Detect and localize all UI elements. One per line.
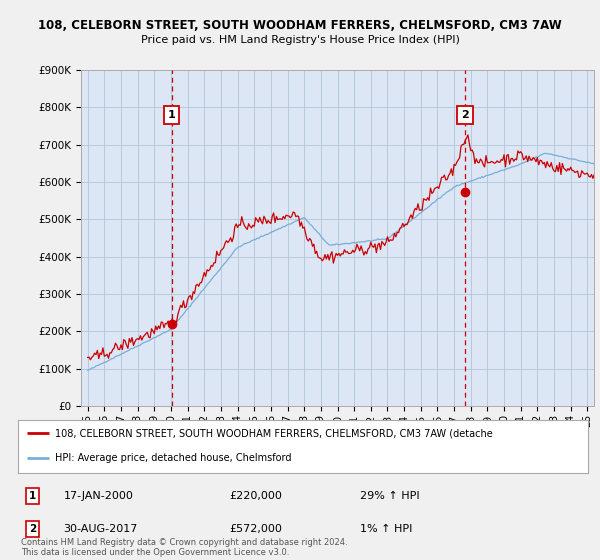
- Text: 2: 2: [461, 110, 469, 120]
- Text: 1% ↑ HPI: 1% ↑ HPI: [360, 524, 412, 534]
- Text: 108, CELEBORN STREET, SOUTH WOODHAM FERRERS, CHELMSFORD, CM3 7AW: 108, CELEBORN STREET, SOUTH WOODHAM FERR…: [38, 18, 562, 32]
- Text: HPI: Average price, detached house, Chelmsford: HPI: Average price, detached house, Chel…: [55, 453, 292, 463]
- Text: £220,000: £220,000: [229, 491, 282, 501]
- Text: 30-AUG-2017: 30-AUG-2017: [64, 524, 138, 534]
- Text: 1: 1: [29, 491, 36, 501]
- Text: 1: 1: [168, 110, 175, 120]
- Text: £572,000: £572,000: [229, 524, 282, 534]
- Text: 2: 2: [29, 524, 36, 534]
- Text: 29% ↑ HPI: 29% ↑ HPI: [360, 491, 419, 501]
- Text: Price paid vs. HM Land Registry's House Price Index (HPI): Price paid vs. HM Land Registry's House …: [140, 35, 460, 45]
- Text: 108, CELEBORN STREET, SOUTH WOODHAM FERRERS, CHELMSFORD, CM3 7AW (detache: 108, CELEBORN STREET, SOUTH WOODHAM FERR…: [55, 428, 493, 438]
- Text: 17-JAN-2000: 17-JAN-2000: [64, 491, 133, 501]
- Text: Contains HM Land Registry data © Crown copyright and database right 2024.
This d: Contains HM Land Registry data © Crown c…: [21, 538, 347, 557]
